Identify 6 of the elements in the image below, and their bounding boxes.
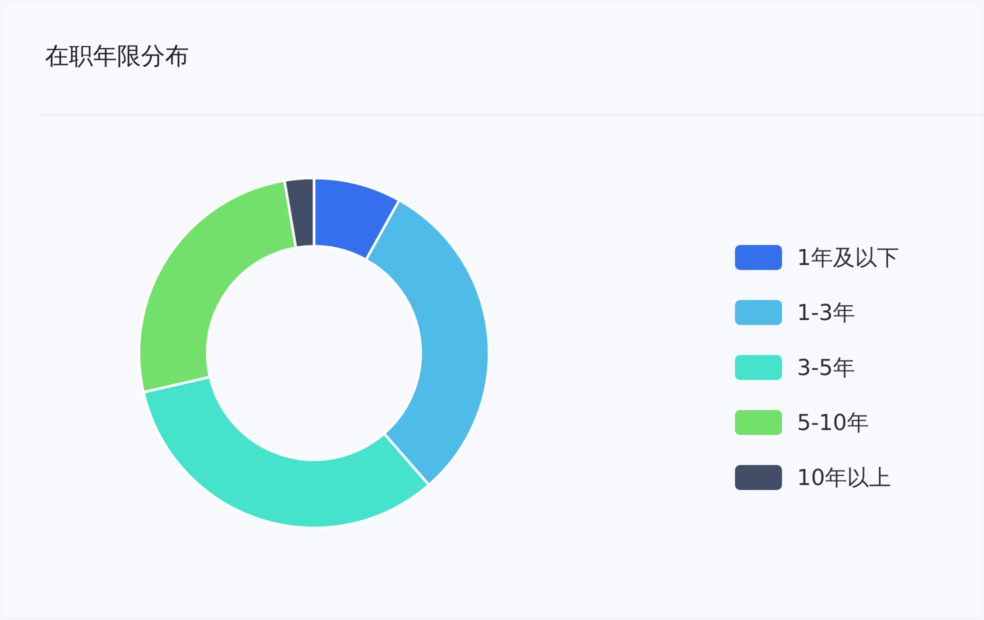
legend-label: 1-3年 [797,301,855,326]
legend-label: 10年以上 [797,466,891,491]
legend-label: 3-5年 [797,356,855,381]
legend-label: 1年及以下 [797,246,899,271]
legend-label: 5-10年 [797,411,869,436]
chart-title: 在职年限分布 [45,42,189,70]
